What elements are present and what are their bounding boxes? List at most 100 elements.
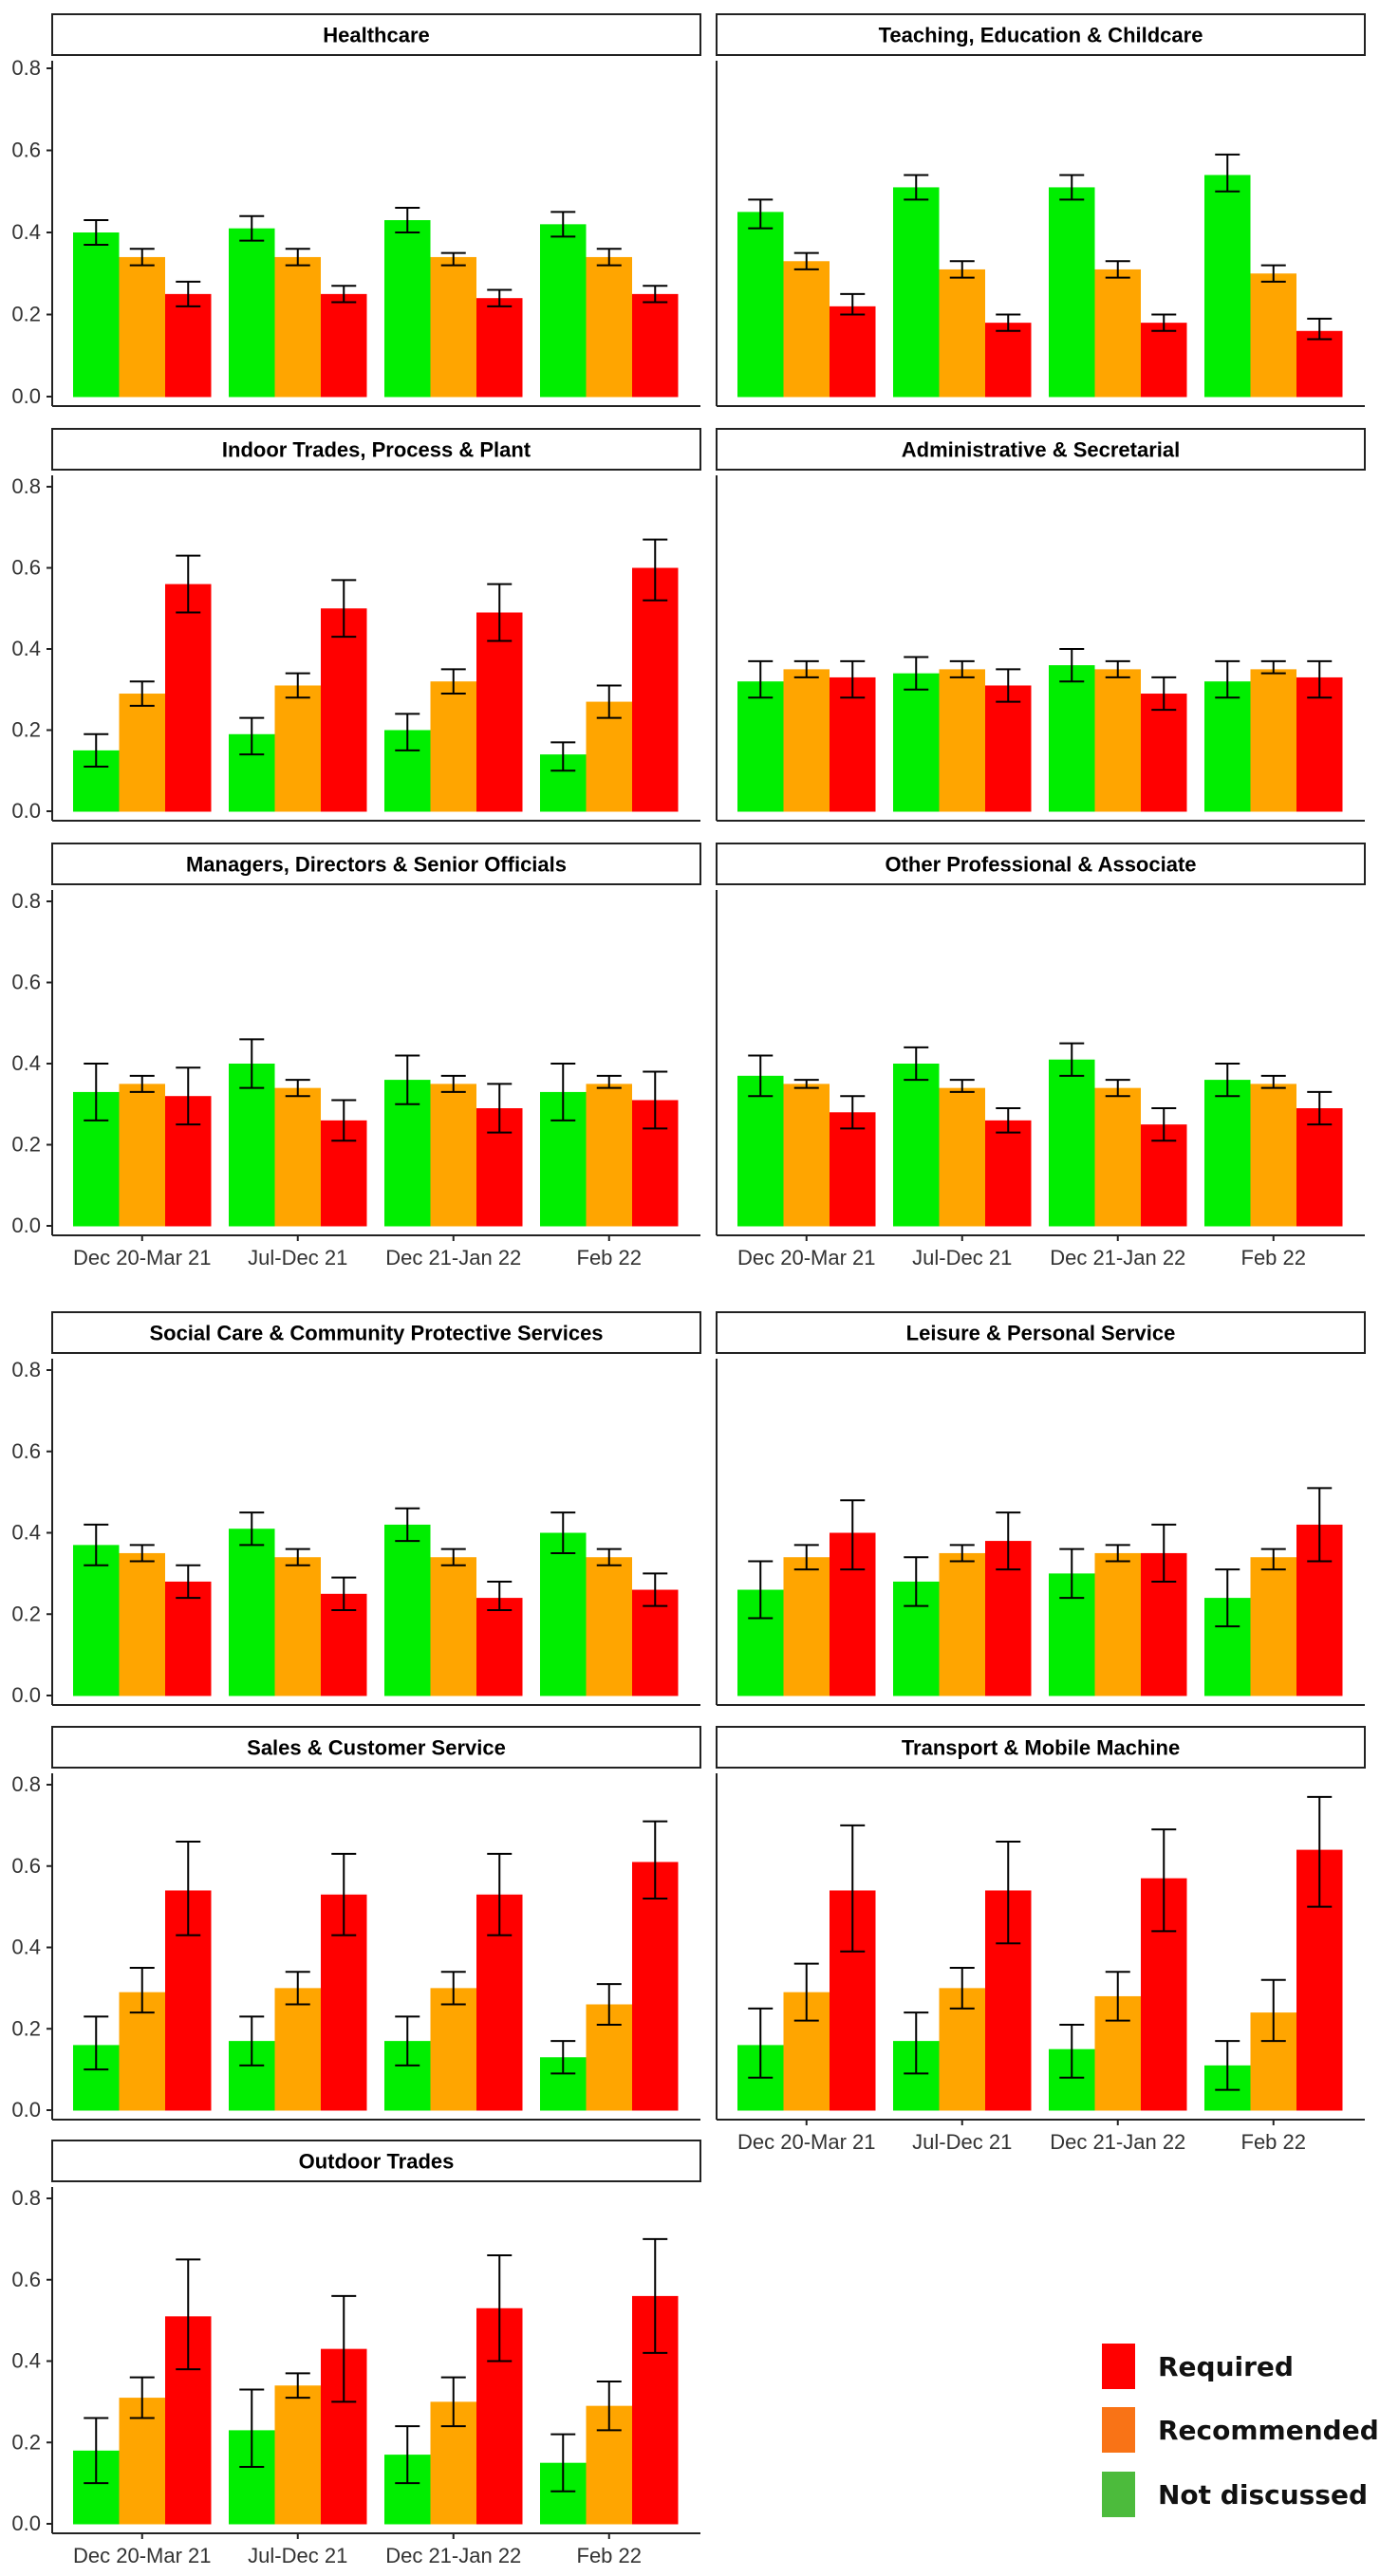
bar-required [985,685,1032,812]
y-tick-label: 0.2 [11,2016,41,2040]
bar-recommended [1094,1087,1141,1227]
error-bar [487,1083,513,1134]
bar-recommended [1094,669,1141,812]
bar-recommended [119,1084,165,1227]
legend-swatch [1102,2344,1135,2389]
error-bar [239,2388,265,2468]
bar-recommended [939,1087,985,1227]
y-tick-label: 0.2 [11,2430,41,2454]
error-bar [596,1547,622,1566]
error-bar [440,251,466,267]
bar-not-discussed [737,681,784,812]
error-bar [1260,1547,1286,1571]
legend-label: Not discussed [1158,2479,1368,2511]
bar-not-discussed [893,1064,940,1227]
error-bar [1059,1547,1085,1600]
bar-recommended [1250,1557,1296,1696]
y-tick-label: 0.4 [11,1936,41,1959]
error-bar [1260,659,1286,675]
error-bar [748,198,774,230]
error-bar [840,659,866,699]
error-bar [643,1572,668,1607]
y-tick-label: 0.8 [11,2186,41,2210]
bar-required [476,612,523,812]
bar-recommended [783,669,830,812]
error-bar [84,1523,109,1566]
y-tick-label: 0.6 [11,1854,41,1878]
error-bar [550,2040,576,2075]
error-bar [793,251,819,270]
y-tick-label: 0.6 [11,1439,41,1463]
error-bar [748,2007,774,2079]
bar-not-discussed [893,673,940,812]
y-tick-label: 0.2 [11,718,41,742]
panel-title: Leisure & Personal Service [906,1322,1176,1345]
error-bar [1260,264,1286,283]
bar-not-discussed [229,228,275,398]
y-tick-label: 0.8 [11,56,41,80]
legend-label: Required [1158,2351,1294,2382]
bar-recommended [274,1988,321,2111]
x-tick-label: Jul-Dec 21 [248,1246,347,1269]
error-bar [84,2015,109,2071]
y-tick-label: 0.6 [11,971,41,994]
error-bar [949,260,975,279]
bar-required [1296,1108,1343,1227]
panel-title: Indoor Trades, Process & Plant [222,438,531,462]
error-bar [748,659,774,699]
panel-strip [51,428,701,471]
error-bar [904,1556,929,1607]
error-bar [176,1066,201,1126]
panel-4: Managers, Directors & Senior Officials 0.… [11,843,701,1269]
error-bar [285,248,310,267]
panel-title: Teaching, Education & Childcare [879,24,1203,47]
bar-recommended [586,701,632,812]
error-bar [793,659,819,678]
bar-recommended [586,256,632,398]
error-bar [440,2376,466,2428]
error-bar [1105,1079,1130,1098]
y-tick-label: 0.2 [11,1602,41,1625]
error-bar [395,2425,420,2485]
bar-required [1296,676,1343,812]
error-bar [1059,2023,1085,2079]
panel-title: Other Professional & Associate [885,853,1196,877]
bar-recommended [119,256,165,398]
x-tick-label: Feb 22 [1241,2130,1307,2154]
error-bar [643,1820,668,1900]
bar-recommended [783,1084,830,1227]
error-bar [596,248,622,267]
error-bar [840,1095,866,1130]
panel-title: Managers, Directors & Senior Officials [186,853,567,877]
error-bar [395,207,420,233]
error-bar [1151,1828,1177,1933]
bar-not-discussed [1204,1080,1251,1227]
bar-recommended [430,1557,476,1696]
error-bar [239,2015,265,2066]
error-bar [176,280,201,307]
error-bar [793,1079,819,1089]
error-bar [487,288,513,307]
bar-not-discussed [1049,665,1095,812]
error-bar [1307,1487,1333,1563]
error-bar [331,1852,357,1937]
panel-strip [51,2140,701,2182]
error-bar [996,1107,1021,1134]
error-bar [1151,313,1177,332]
panel-strip [716,1726,1366,1769]
panel-3: Administrative & Secretarial [716,428,1366,822]
error-bar [643,2237,668,2354]
error-bar [643,1070,668,1130]
panel-strip [716,13,1366,56]
bar-not-discussed [384,1524,431,1696]
error-bar [395,1507,420,1543]
panel-7: Leisure & Personal Service [716,1311,1366,1706]
bar-required [632,567,679,812]
error-bar [176,2258,201,2371]
error-bar [1307,1795,1333,1908]
x-tick-label: Dec 21-Jan 22 [385,2544,521,2567]
bar-recommended [119,694,165,812]
bar-not-discussed [229,1529,275,1696]
y-tick-label: 0.0 [11,1214,41,1237]
error-bar [84,732,109,768]
